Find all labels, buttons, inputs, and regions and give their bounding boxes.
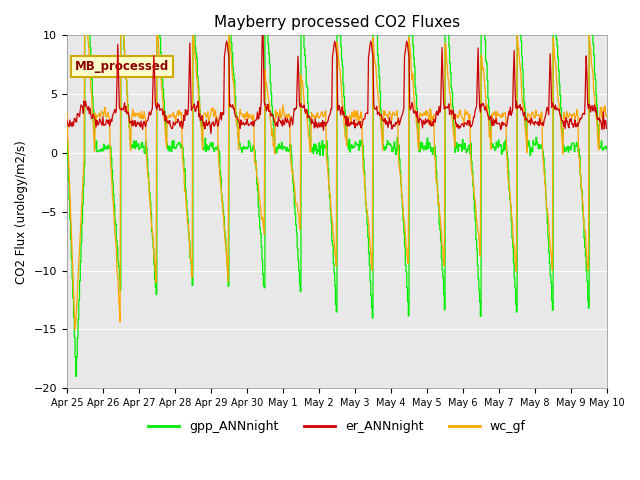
Title: Mayberry processed CO2 Fluxes: Mayberry processed CO2 Fluxes xyxy=(214,15,460,30)
Text: MB_processed: MB_processed xyxy=(75,60,169,73)
Legend: gpp_ANNnight, er_ANNnight, wc_gf: gpp_ANNnight, er_ANNnight, wc_gf xyxy=(143,415,531,438)
Y-axis label: CO2 Flux (urology/m2/s): CO2 Flux (urology/m2/s) xyxy=(15,140,28,284)
